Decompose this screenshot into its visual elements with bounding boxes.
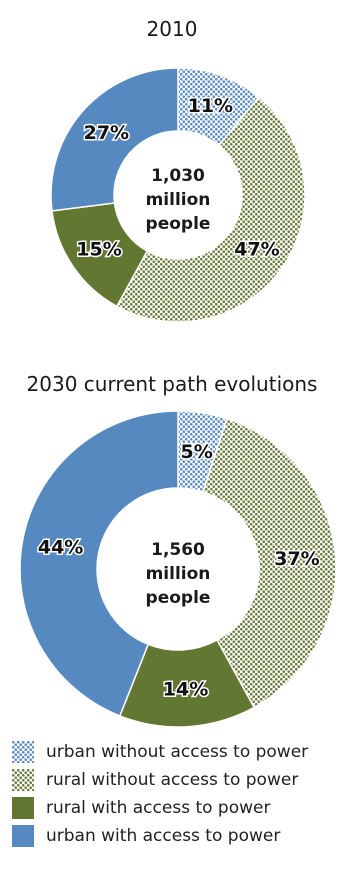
center-text-line: 1,030 xyxy=(151,166,205,186)
legend-item-rural-with: rural with access to power xyxy=(12,794,308,822)
legend-swatch-urban-without xyxy=(12,741,34,763)
center-text-line: million xyxy=(146,564,211,584)
donut-chart-2030: 5% 37% 14% 44% 1,560 million people xyxy=(19,410,337,728)
chart-title-2010: 2010 xyxy=(146,17,198,41)
legend-swatch-rural-with xyxy=(12,797,34,819)
slice-label-rural-without: 47% xyxy=(234,239,279,261)
legend-label-urban-without: urban without access to power xyxy=(46,742,309,762)
legend-item-rural-without: rural without access to power xyxy=(12,766,308,794)
donut-slice-rural-without xyxy=(202,417,337,709)
center-text-line: people xyxy=(146,588,211,608)
legend-item-urban-without: urban without access to power xyxy=(12,738,308,766)
center-text-line: people xyxy=(146,214,211,234)
legend-label-rural-with: rural with access to power xyxy=(46,798,271,818)
donut-slice-urban-with xyxy=(50,67,179,212)
slice-label-rural-with: 14% xyxy=(163,678,208,700)
legend: urban without access to power rural with… xyxy=(12,738,308,850)
legend-swatch-rural-without xyxy=(12,769,34,791)
slice-label-urban-without: 5% xyxy=(181,441,213,463)
slice-label-urban-with: 44% xyxy=(38,537,83,559)
donut-chart-2010: 11% 47% 15% 27% 1,030 million people xyxy=(50,67,306,323)
legend-item-urban-with: urban with access to power xyxy=(12,822,308,850)
chart-title-2030: 2030 current path evolutions xyxy=(26,372,318,396)
donut-slice-urban-with xyxy=(19,410,179,717)
donut-slice-rural-without xyxy=(115,96,306,323)
slice-label-rural-without: 37% xyxy=(274,548,319,570)
slice-label-rural-with: 15% xyxy=(76,239,121,261)
legend-label-rural-without: rural without access to power xyxy=(46,770,299,790)
legend-swatch-urban-with xyxy=(12,825,34,847)
slice-label-urban-with: 27% xyxy=(84,122,129,144)
legend-label-urban-with: urban with access to power xyxy=(46,826,281,846)
center-text-line: 1,560 xyxy=(151,540,205,560)
slice-label-urban-without: 11% xyxy=(188,95,233,117)
center-text-line: million xyxy=(146,190,211,210)
